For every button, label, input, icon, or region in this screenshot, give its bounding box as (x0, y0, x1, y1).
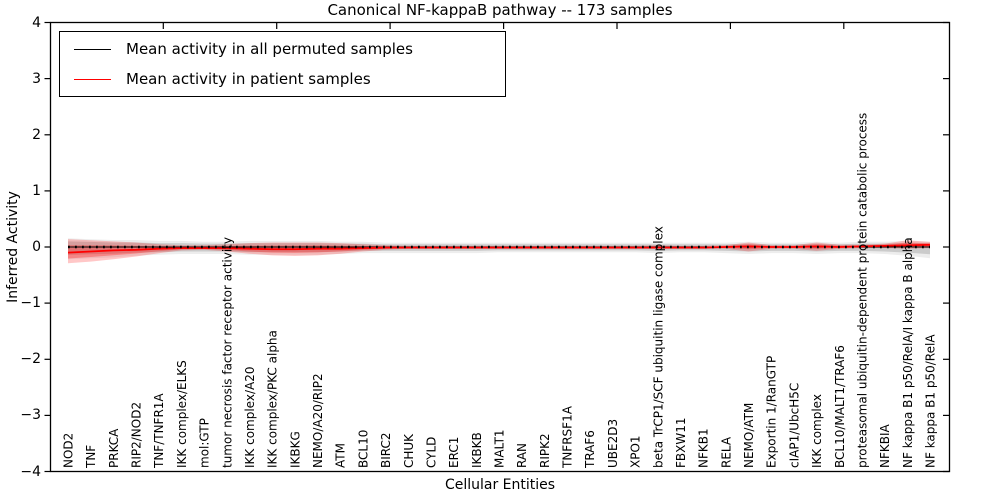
x-category-label: NEMO/A20/RIP2 (311, 373, 325, 468)
x-category-label: FBXW11 (674, 418, 688, 469)
x-category-label: BCL10 (356, 430, 370, 468)
x-category-label: BIRC2 (379, 432, 393, 468)
x-category-label: NF kappa B1 p50/RelA/I kappa B alpha (901, 237, 915, 468)
x-category-label: beta TrCP1/SCF ubiquitin ligase complex (651, 226, 665, 468)
permuted-band-outer (68, 238, 930, 260)
legend-label-patient: Mean activity in patient samples (126, 70, 371, 88)
chart-title: Canonical NF-kappaB pathway -- 173 sampl… (327, 1, 673, 19)
x-category-label: proteasomal ubiquitin-dependent protein … (855, 113, 869, 468)
x-category-label: ERC1 (447, 437, 461, 468)
legend-label-permuted: Mean activity in all permuted samples (126, 40, 413, 58)
y-tick-label: 2 (32, 126, 41, 143)
y-tick-label: 1 (32, 182, 41, 199)
patient-mean-line (67, 243, 931, 254)
y-tick-label: −4 (20, 463, 41, 480)
y-tick-label: 3 (32, 70, 41, 87)
legend-item-patient: Mean activity in patient samples (60, 65, 505, 93)
y-tick-label: 0 (32, 239, 41, 255)
x-category-label: MALT1 (493, 429, 507, 468)
y-tick-label: −2 (20, 351, 41, 368)
x-category-label: PRKCA (107, 428, 121, 468)
x-category-label: CHUK (402, 433, 416, 468)
x-category-label: IKK complex/A20 (243, 367, 257, 468)
x-category-label: RIPK2 (538, 433, 552, 468)
x-category-label: IKBKB (470, 432, 484, 468)
x-axis-label: Cellular Entities (444, 477, 556, 493)
permuted-line-swatch (74, 48, 111, 50)
x-category-label: TNF (84, 445, 98, 469)
x-category-label: UBE2D3 (606, 419, 620, 468)
x-category-label: TNF/TNFR1A (152, 393, 166, 469)
x-category-label: Exportin 1/RanGTP (765, 356, 779, 468)
x-category-label: BCL10/MALT1/TRAF6 (833, 345, 847, 468)
legend-item-permuted: Mean activity in all permuted samples (60, 35, 505, 63)
x-category-label: NF kappa B1 p50/RelA (924, 334, 938, 468)
x-category-label: RELA (719, 436, 733, 468)
y-tick-label: 4 (32, 14, 41, 31)
x-category-label: tumor necrosis factor receptor activity (220, 237, 234, 468)
x-category-label: RAN (515, 443, 529, 468)
y-tick-label: −3 (20, 407, 41, 424)
patient-band (68, 239, 930, 264)
x-category-label: NOD2 (62, 433, 76, 468)
x-category-label: mol:GTP (198, 418, 212, 468)
x-category-label: TNFRSF1A (561, 405, 575, 469)
x-category-label: IKK complex/PKC alpha (266, 330, 280, 468)
x-category-label: NFKB1 (697, 428, 711, 468)
x-category-label: RIP2/NOD2 (130, 402, 144, 468)
x-category-label: CYLD (424, 437, 438, 468)
x-category-label: NEMO/ATM (742, 403, 756, 468)
x-category-label: NFKBIA (878, 423, 892, 468)
x-category-label: IKK complex/ELKS (175, 360, 189, 468)
x-category-label: ATM (334, 443, 348, 468)
x-category-label: IKK complex (810, 394, 824, 468)
patient-line-swatch (74, 78, 111, 80)
x-category-label: cIAP1/UbcH5C (787, 383, 801, 468)
x-category-label: TRAF6 (583, 430, 597, 469)
x-category-label: IKBKG (288, 431, 302, 468)
y-tick-label: −1 (20, 295, 41, 312)
legend: Mean activity in all permuted samples Me… (59, 31, 506, 97)
x-category-label: XPO1 (629, 435, 643, 468)
